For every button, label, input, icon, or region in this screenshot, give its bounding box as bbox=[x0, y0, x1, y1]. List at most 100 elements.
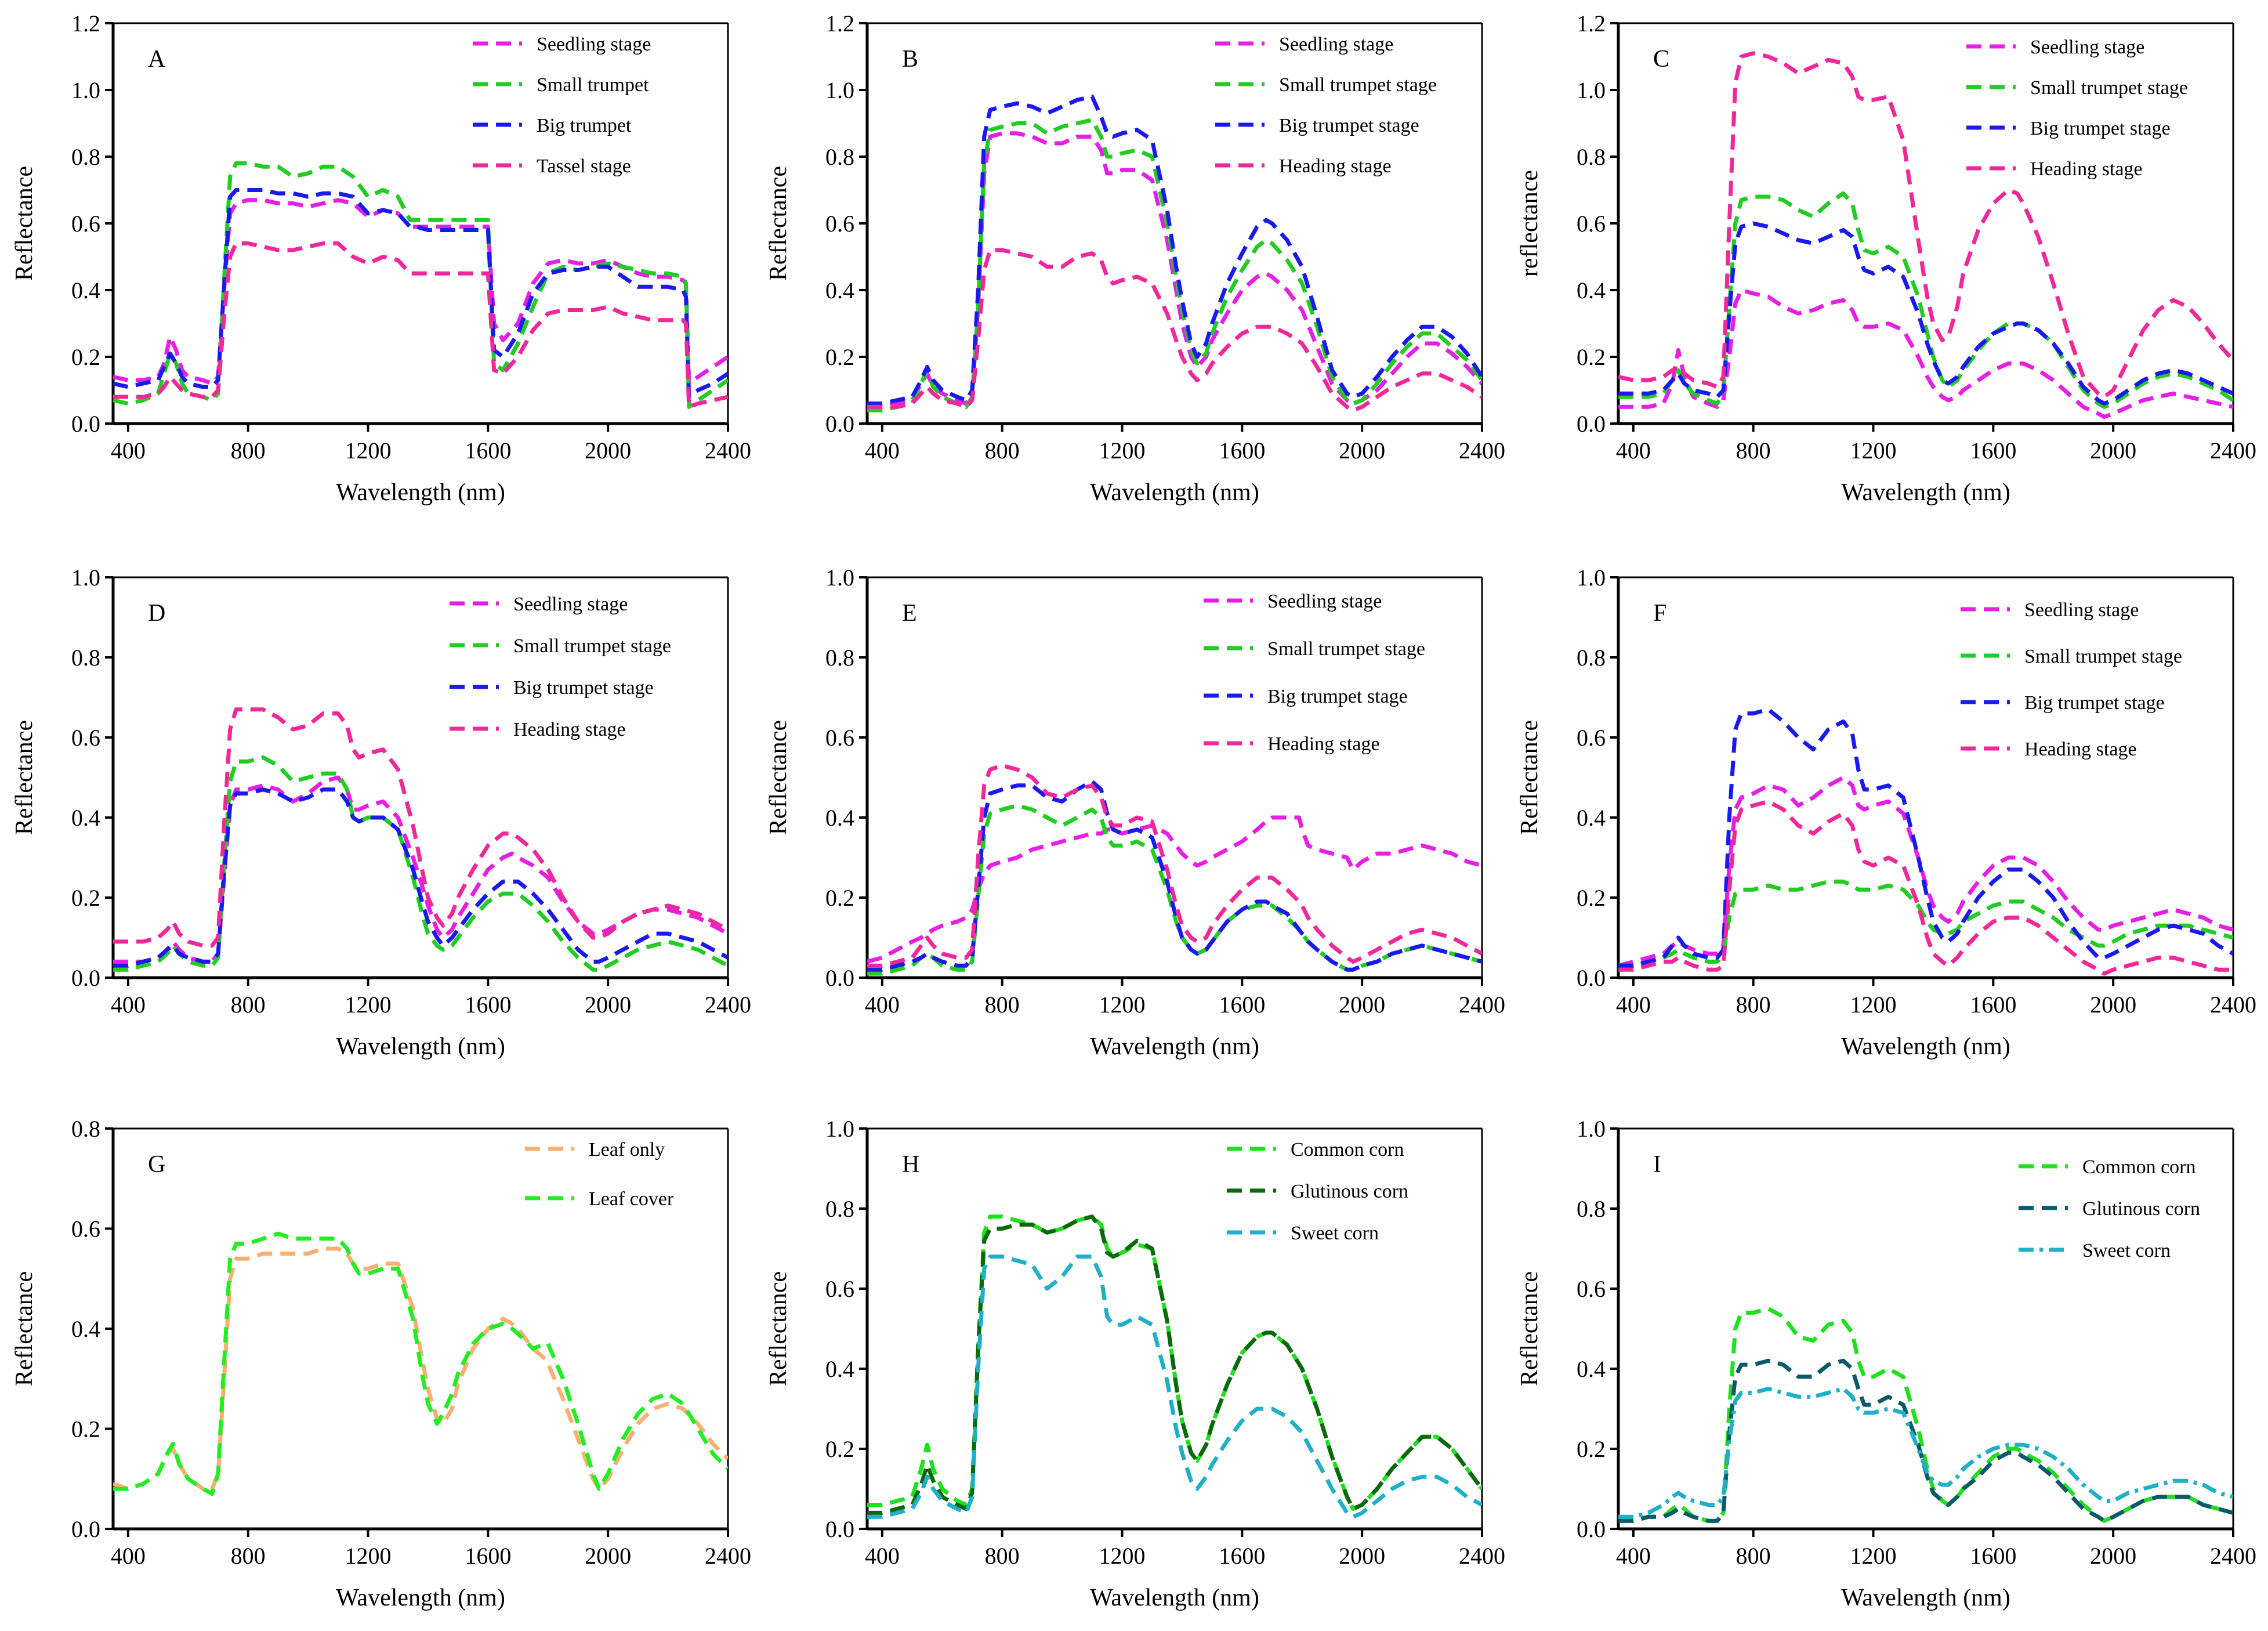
panel-c-y-tick-label: 0.2 bbox=[1577, 344, 1606, 370]
panel-g-x-tick-label: 2400 bbox=[705, 1543, 751, 1569]
panel-h-x-tick-label: 2000 bbox=[1339, 1543, 1385, 1569]
panel-i-legend-label: Sweet corn bbox=[2082, 1240, 2171, 1261]
panel-g-x-tick-label: 800 bbox=[231, 1543, 266, 1569]
panel-d-y-axis-label: Reflectance bbox=[11, 720, 38, 835]
panel-h-legend-label: Sweet corn bbox=[1291, 1223, 1379, 1244]
panel-e-x-tick-label: 800 bbox=[985, 992, 1020, 1018]
panel-b-series-line bbox=[867, 118, 1482, 413]
panel-a-legend-label: Seedling stage bbox=[537, 34, 651, 55]
panel-e-series-line bbox=[867, 763, 1482, 968]
panel-b-x-tick-label: 400 bbox=[865, 437, 900, 464]
panel-c-y-tick-label: 0.6 bbox=[1577, 211, 1606, 237]
panel-d-x-axis-label: Wavelength (nm) bbox=[336, 1033, 505, 1060]
panel-e-y-tick-label: 1.0 bbox=[825, 565, 854, 591]
panel-b-y-tick-label: 0.0 bbox=[825, 411, 854, 437]
panel-b-series-line bbox=[867, 131, 1482, 409]
panel-d-legend-label: Big trumpet stage bbox=[513, 677, 654, 699]
panel-a-series-line bbox=[113, 198, 728, 386]
panel-b-y-axis-label: Reflectance bbox=[765, 166, 792, 281]
panel-b-series-line bbox=[867, 95, 1482, 406]
panel-i-legend-label: Glutinous corn bbox=[2082, 1198, 2200, 1220]
panel-b-x-axis-label: Wavelength (nm) bbox=[1090, 479, 1259, 506]
panel-h-label: H bbox=[902, 1151, 919, 1178]
panel-i-y-tick-label: 0.6 bbox=[1577, 1276, 1606, 1302]
panel-b-legend-label: Big trumpet stage bbox=[1279, 115, 1419, 136]
panel-a-x-tick-label: 2000 bbox=[585, 437, 631, 464]
panel-e-x-tick-label: 400 bbox=[865, 992, 900, 1018]
panel-c: 400 800 1200 1600 2000 2400 0.0 0.2 0.4 0.6 0.8 1.0… bbox=[1516, 10, 2256, 506]
panel-b-label: B bbox=[902, 46, 918, 73]
panel-d-y-tick-label: 0.4 bbox=[71, 805, 100, 831]
panel-d-x-tick-label: 1600 bbox=[465, 992, 511, 1018]
panel-a-x-axis-label: Wavelength (nm) bbox=[336, 479, 505, 506]
panel-c-x-tick-label: 400 bbox=[1616, 437, 1651, 464]
panel-a-x-tick-label: 800 bbox=[231, 437, 266, 464]
panel-d-x-tick-label: 2000 bbox=[585, 992, 631, 1018]
panel-h-legend-label: Common corn bbox=[1291, 1139, 1404, 1160]
panel-g-legend-label: Leaf only bbox=[589, 1139, 665, 1160]
panel-c-x-tick-label: 2400 bbox=[2210, 437, 2256, 464]
panel-f-x-tick-label: 1600 bbox=[1970, 992, 2016, 1018]
panel-a-x-tick-label: 1200 bbox=[345, 437, 392, 464]
panel-d-series-line bbox=[113, 755, 728, 972]
panel-b: 400 800 1200 1600 2000 2400 0.0 0.2 0.4 0.6 0.8 1.0… bbox=[765, 10, 1505, 506]
panel-f-series-line bbox=[1618, 707, 2233, 968]
panel-g-y-tick-label: 0.4 bbox=[71, 1316, 100, 1342]
panel-h-x-axis-label: Wavelength (nm) bbox=[1090, 1585, 1259, 1611]
panel-b-x-tick-label: 800 bbox=[985, 437, 1020, 464]
panel-i-x-axis-label: Wavelength (nm) bbox=[1841, 1585, 2010, 1611]
panel-b-x-tick-label: 2000 bbox=[1339, 437, 1385, 464]
panel-f-legend-label: Heading stage bbox=[2024, 739, 2137, 760]
panel-e-x-tick-label: 1200 bbox=[1099, 992, 1146, 1018]
panel-d-series-line bbox=[113, 787, 728, 968]
panel-b-x-tick-label: 1600 bbox=[1219, 437, 1265, 464]
panel-h-y-tick-label: 1.0 bbox=[825, 1116, 854, 1142]
panel-i-y-axis-label: Reflectance bbox=[1516, 1271, 1543, 1386]
panel-b-y-tick-label: 0.8 bbox=[825, 144, 854, 170]
panel-a-y-tick-label: 0.0 bbox=[71, 411, 100, 437]
panel-e: 400 800 1200 1600 2000 2400 0.0 0.2 0.4 0.6 0.8 1.0… bbox=[765, 565, 1505, 1060]
panel-i-y-tick-label: 0.0 bbox=[1577, 1516, 1606, 1542]
panel-i-series-line bbox=[1618, 1307, 2233, 1523]
panel-f-x-tick-label: 1200 bbox=[1850, 992, 1897, 1018]
panel-h-x-tick-label: 2400 bbox=[1459, 1543, 1505, 1569]
panel-a-x-tick-label: 400 bbox=[111, 437, 146, 464]
panel-g-x-tick-label: 1200 bbox=[345, 1543, 392, 1569]
panel-f-y-tick-label: 1.0 bbox=[1577, 565, 1606, 591]
panel-c-legend-label: Heading stage bbox=[2030, 158, 2143, 180]
panel-h-y-tick-label: 0.4 bbox=[825, 1356, 854, 1382]
panel-f-y-tick-label: 0.2 bbox=[1577, 885, 1606, 911]
panel-a-y-tick-label: 0.8 bbox=[71, 144, 100, 170]
panel-b-legend-label: Small trumpet stage bbox=[1279, 74, 1437, 96]
panel-d: 400 800 1200 1600 2000 2400 0.0 0.2 0.4 0.6 0.8 1.0… bbox=[11, 565, 751, 1060]
panel-c-series-line bbox=[1618, 51, 2233, 399]
panel-b-y-tick-label: 0.6 bbox=[825, 211, 854, 237]
panel-g: 400 800 1200 1600 2000 2400 0.0 0.2 0.4 0.6 0.8 Wav… bbox=[11, 1116, 751, 1611]
panel-f-y-tick-label: 0.4 bbox=[1577, 805, 1606, 831]
panel-d-series-line bbox=[113, 707, 728, 948]
panel-f-x-tick-label: 400 bbox=[1616, 992, 1651, 1018]
panel-a-label: A bbox=[148, 46, 166, 73]
panel-h-legend-label: Glutinous corn bbox=[1291, 1181, 1408, 1202]
panel-a-series-line bbox=[113, 241, 728, 409]
panel-i-label: I bbox=[1653, 1151, 1661, 1178]
panel-e-y-tick-label: 0.8 bbox=[825, 645, 854, 671]
panel-c-x-tick-label: 1600 bbox=[1970, 437, 2016, 464]
panel-g-label: G bbox=[148, 1151, 165, 1178]
panel-d-y-tick-label: 1.0 bbox=[71, 565, 100, 591]
panel-g-x-tick-label: 400 bbox=[111, 1543, 146, 1569]
panel-h-y-axis-label: Reflectance bbox=[765, 1271, 792, 1386]
panel-a: 400 800 1200 1600 2000 2400 0.0 0.2 0.4 0.6 0.8 1.0… bbox=[11, 10, 751, 506]
panel-b-x-tick-label: 1200 bbox=[1099, 437, 1146, 464]
panel-c-x-tick-label: 1200 bbox=[1850, 437, 1897, 464]
panel-e-x-tick-label: 2000 bbox=[1339, 992, 1385, 1018]
panel-c-label: C bbox=[1653, 46, 1669, 73]
panel-i-x-tick-label: 2400 bbox=[2210, 1543, 2256, 1569]
panel-e-series-line bbox=[867, 779, 1482, 972]
panel-c-x-axis-label: Wavelength (nm) bbox=[1841, 479, 2010, 506]
panel-a-y-axis-label: Reflectance bbox=[11, 166, 38, 281]
panel-b-y-tick-label: 1.2 bbox=[825, 10, 854, 37]
panel-c-y-tick-label: 0.4 bbox=[1577, 277, 1606, 303]
panel-h-y-tick-label: 0.8 bbox=[825, 1196, 854, 1222]
panel-h-series-line bbox=[867, 1214, 1482, 1515]
